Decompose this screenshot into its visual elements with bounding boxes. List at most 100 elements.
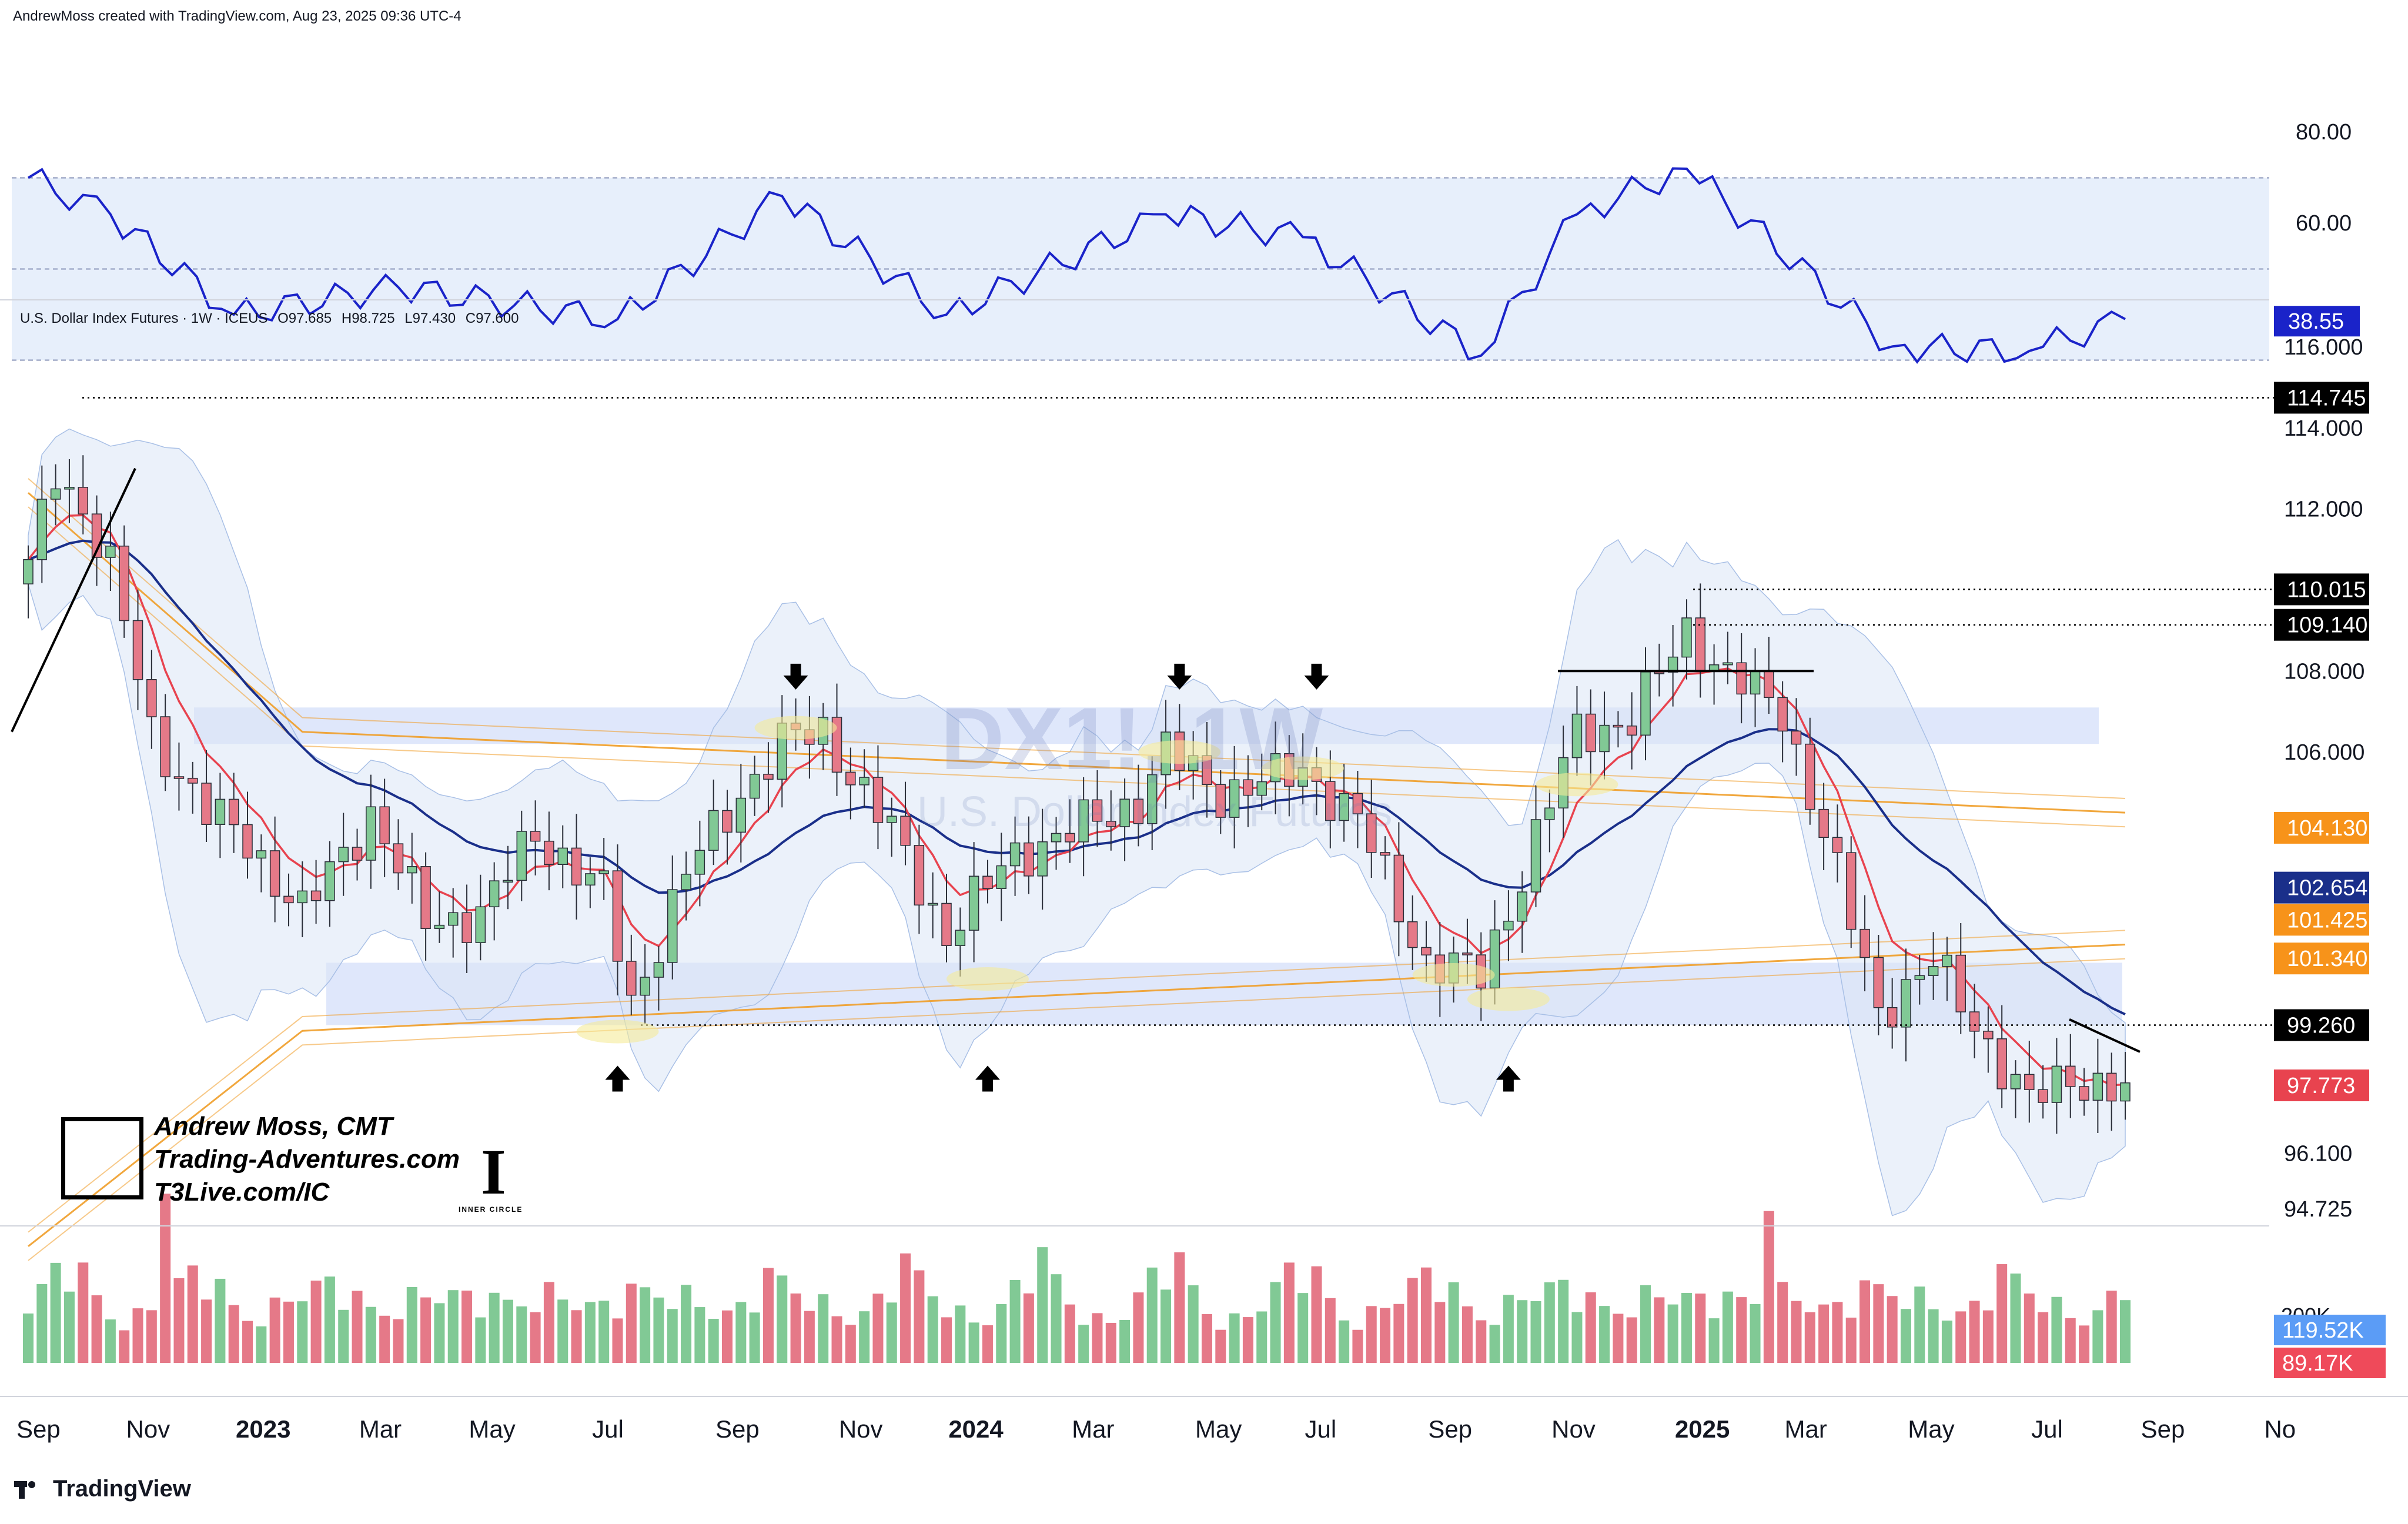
volume-bar (557, 1299, 568, 1363)
candle-up (36, 499, 48, 560)
candle-down (2106, 1072, 2117, 1102)
volume-bar (1818, 1304, 1830, 1363)
candle-up (338, 847, 349, 863)
volume-bar (845, 1325, 856, 1363)
candle-up (1256, 781, 1267, 796)
volume-bar (50, 1262, 61, 1363)
highlight-oval (1138, 740, 1221, 764)
tradingview-logo[interactable]: TradingView (14, 1476, 191, 1502)
candle-down (1969, 1011, 1980, 1032)
candle-up (2010, 1074, 2021, 1089)
symbol-high: H98.725 (341, 310, 395, 326)
candlestick-series (23, 455, 2131, 1134)
time-tick-label: Sep (2141, 1415, 2185, 1443)
price-tick-label: 94.725 (2284, 1197, 2352, 1222)
candle-down (571, 847, 582, 886)
volume-bar (379, 1315, 390, 1363)
volume-bar (777, 1275, 788, 1363)
volume-bar (571, 1310, 582, 1363)
candle-up (50, 488, 61, 500)
volume-bar (1174, 1252, 1185, 1363)
arrow-down-icon (1167, 663, 1192, 690)
volume-bar (269, 1297, 280, 1363)
symbol-close: C97.600 (465, 310, 519, 326)
volume-bar (1146, 1267, 1158, 1363)
volume-bar (1461, 1306, 1473, 1363)
volume-bar (1832, 1302, 1843, 1363)
candle-down (1024, 842, 1034, 877)
upper-ma-ribbon (28, 506, 2126, 828)
symbol-header: U.S. Dollar Index Futures · 1W · ICEUS O… (20, 310, 524, 327)
candle-down (1106, 821, 1116, 827)
highlight-oval (576, 1020, 659, 1044)
volume-bar (2079, 1325, 2090, 1363)
volume-bar (1078, 1325, 1089, 1363)
volume-bar (1681, 1292, 1692, 1363)
volume-bar (927, 1296, 938, 1363)
candle-up (859, 777, 869, 786)
volume-bar (1064, 1304, 1075, 1363)
price-label-text: 102.654 (2287, 876, 2367, 901)
volume-bar (2092, 1310, 2103, 1363)
volume-up-label: 119.52K (2282, 1318, 2364, 1343)
candle-up (968, 875, 979, 931)
volume-bar (530, 1312, 541, 1363)
volume-bar (338, 1309, 349, 1363)
annotations (11, 467, 2141, 1092)
volume-bar (1434, 1302, 1446, 1363)
time-tick-label: Jul (1305, 1415, 1336, 1443)
volume-bar (1791, 1301, 1802, 1363)
candle-down (1873, 957, 1884, 1008)
candle-up (1640, 671, 1651, 736)
candle-up (516, 831, 527, 881)
price-label-badge (2274, 904, 2369, 936)
candle-up (1599, 724, 1610, 753)
volume-bar (475, 1317, 486, 1363)
candle-up (366, 806, 376, 861)
volume-bar (1201, 1314, 1212, 1363)
candle-down (1736, 662, 1747, 695)
rsi-value-badge (2274, 306, 2360, 337)
candle-down (1695, 617, 1706, 671)
price-tick-label: 96.100 (2284, 1141, 2352, 1166)
candle-up (447, 912, 459, 926)
candle-down (900, 816, 911, 846)
candle-down (1859, 928, 1870, 958)
rsi-line (27, 167, 2126, 364)
volume-bar (187, 1265, 198, 1363)
volume-bar (91, 1295, 102, 1363)
volume-bar (1914, 1286, 1925, 1363)
candle-up (1571, 713, 1583, 758)
time-tick-label: 2025 (1675, 1415, 1730, 1443)
rsi-tick-label: 60.00 (2296, 211, 2352, 236)
candle-down (1421, 947, 1432, 955)
candle-down (2079, 1086, 2089, 1101)
highlight-oval (1262, 756, 1345, 780)
volume-bar (2024, 1293, 2035, 1363)
volume-bar (2120, 1300, 2131, 1363)
volume-bar (146, 1310, 157, 1363)
ema-red-line (27, 514, 2126, 1087)
candle-down (1887, 1007, 1898, 1028)
volume-bar (324, 1276, 335, 1363)
candle-down (1955, 954, 1966, 1012)
candle-up (667, 889, 678, 963)
volume-bar (1352, 1329, 1363, 1363)
candle-up (1544, 807, 1555, 820)
volume-bar (1105, 1322, 1116, 1363)
candle-down (1832, 837, 1843, 853)
time-tick-label: 2023 (236, 1415, 290, 1443)
volume-bar (694, 1307, 705, 1363)
volume-bar (749, 1312, 760, 1363)
candle-down (1654, 671, 1665, 674)
volume-bar (1887, 1296, 1898, 1363)
candle-down (2024, 1074, 2035, 1090)
volume-bar (626, 1284, 637, 1363)
candle-up (927, 903, 938, 906)
volume-bar (1955, 1311, 1966, 1363)
volume-bar (1476, 1320, 1487, 1363)
volume-bar (1777, 1282, 1788, 1363)
volume-bar (310, 1281, 322, 1363)
candle-down (352, 847, 363, 861)
candle-down (146, 679, 157, 717)
